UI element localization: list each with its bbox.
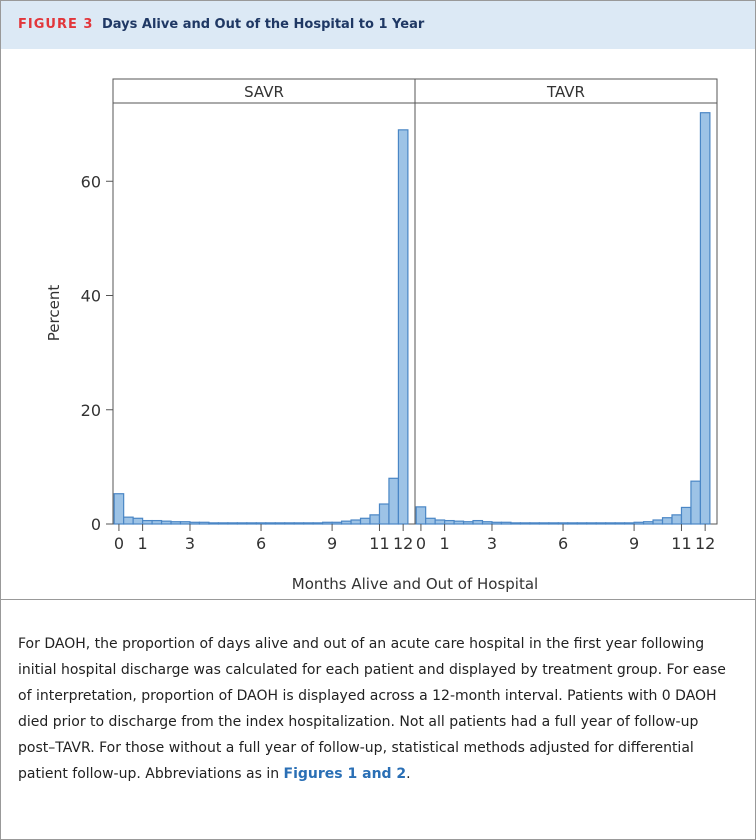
- bar: [595, 522, 607, 525]
- bar: [340, 520, 352, 525]
- bar: [453, 520, 465, 525]
- bar: [303, 522, 314, 525]
- x-tick-label: 1: [440, 534, 450, 553]
- y-tick-label: 60: [81, 172, 101, 191]
- panel-title: TAVR: [546, 83, 585, 101]
- y-tick-label: 20: [81, 401, 101, 420]
- bar: [652, 519, 664, 525]
- x-tick-label: 12: [393, 534, 413, 553]
- bar: [576, 522, 588, 525]
- bar: [557, 522, 569, 525]
- x-tick-label: 11: [671, 534, 691, 553]
- panel-strip: [112, 78, 416, 104]
- bar: [359, 517, 371, 525]
- x-tick-label: 0: [114, 534, 124, 553]
- bar: [500, 521, 512, 525]
- bar: [699, 112, 711, 525]
- y-tick-label: 0: [91, 515, 101, 534]
- bar: [481, 521, 493, 525]
- figure-label: FIGURE 3: [18, 17, 94, 32]
- caption-link[interactable]: Figures 1 and 2: [283, 766, 407, 782]
- bar: [415, 506, 427, 525]
- bar: [255, 522, 267, 525]
- bar: [472, 519, 484, 525]
- bar: [312, 522, 324, 525]
- bar: [462, 521, 474, 525]
- bar: [434, 519, 446, 525]
- bar: [642, 521, 654, 525]
- bar: [510, 522, 522, 525]
- x-tick-label: 0: [416, 534, 426, 553]
- bar: [614, 522, 626, 525]
- bar: [444, 519, 455, 525]
- x-tick-label: 12: [695, 534, 715, 553]
- x-tick-label: 3: [185, 534, 195, 553]
- x-tick-label: 6: [256, 534, 266, 553]
- x-tick-label: 11: [369, 534, 389, 553]
- bar: [671, 514, 683, 525]
- bar: [284, 522, 295, 525]
- bar: [633, 521, 645, 525]
- x-tick-label: 6: [558, 534, 568, 553]
- bar: [491, 521, 503, 525]
- bar: [151, 519, 163, 525]
- bar: [661, 517, 673, 525]
- bar: [548, 522, 559, 525]
- bar: [227, 522, 238, 525]
- bar: [293, 522, 305, 525]
- x-axis-label: Months Alive and Out of Hospital: [292, 575, 538, 593]
- figure-header: FIGURE 3 Days Alive and Out of the Hospi…: [1, 1, 755, 49]
- panel-strip: [414, 78, 718, 104]
- y-axis-label: Percent: [45, 285, 63, 342]
- bar: [369, 514, 381, 525]
- bar: [142, 519, 153, 525]
- x-tick-label: 9: [629, 534, 639, 553]
- bar: [529, 522, 540, 525]
- bar: [331, 521, 343, 525]
- figure-title: Days Alive and Out of the Hospital to 1 …: [102, 17, 425, 32]
- bar: [236, 522, 248, 525]
- caption-text: For DAOH, the proportion of days alive a…: [18, 636, 726, 782]
- bar: [160, 520, 172, 525]
- caption: For DAOH, the proportion of days alive a…: [18, 631, 738, 787]
- bar: [198, 521, 210, 525]
- bar: [322, 521, 333, 525]
- bar: [538, 522, 550, 525]
- bar: [179, 521, 191, 525]
- bar: [350, 519, 362, 525]
- caption-end: .: [406, 766, 411, 782]
- bar: [170, 521, 182, 525]
- separator: [1, 599, 755, 600]
- bar: [274, 522, 286, 525]
- bar: [132, 517, 144, 525]
- panel-frame: [414, 102, 718, 525]
- bar: [113, 493, 125, 525]
- bar: [208, 522, 220, 525]
- bar: [189, 521, 201, 525]
- bar: [519, 522, 531, 525]
- x-tick-label: 3: [487, 534, 497, 553]
- bar: [217, 522, 229, 525]
- x-tick-label: 9: [327, 534, 337, 553]
- bar: [378, 503, 390, 525]
- bar: [397, 129, 409, 525]
- panel-title: SAVR: [244, 83, 284, 101]
- bar: [690, 480, 702, 525]
- bar: [123, 516, 134, 525]
- bar: [586, 522, 597, 525]
- bar: [246, 522, 257, 525]
- bar: [425, 517, 436, 525]
- bar: [388, 477, 400, 525]
- y-tick-label: 40: [81, 287, 101, 306]
- bar: [624, 522, 635, 525]
- bar: [605, 522, 616, 525]
- x-tick-label: 1: [138, 534, 148, 553]
- bar: [680, 506, 692, 525]
- panel-frame: [112, 102, 416, 525]
- bar: [265, 522, 276, 525]
- bar: [567, 522, 578, 525]
